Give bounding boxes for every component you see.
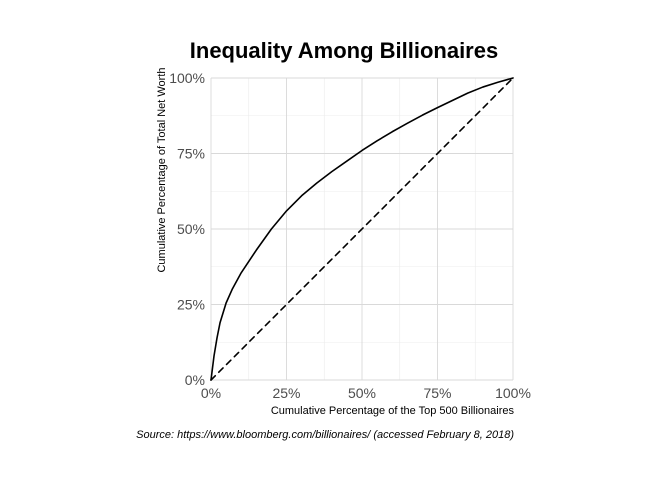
source-caption: Source: https://www.bloomberg.com/billio…	[136, 429, 514, 441]
y-tick-label: 75%	[177, 146, 205, 162]
y-axis-label: Cumulative Percentage of Total Net Worth	[156, 67, 168, 272]
x-tick-label: 25%	[272, 385, 300, 401]
x-tick-label: 50%	[348, 385, 376, 401]
y-tick-label: 25%	[177, 297, 205, 313]
chart-title: Inequality Among Billionaires	[190, 38, 498, 63]
x-tick-label: 100%	[495, 385, 531, 401]
x-tick-label: 75%	[423, 385, 451, 401]
equality-line	[210, 77, 514, 381]
y-tick-label: 0%	[185, 372, 205, 388]
x-axis-label: Cumulative Percentage of the Top 500 Bil…	[271, 405, 515, 417]
y-tick-label: 50%	[177, 221, 205, 237]
lorenz-curve-line	[210, 77, 514, 381]
x-tick-label: 0%	[201, 385, 221, 401]
series	[210, 77, 514, 381]
y-tick-label: 100%	[169, 70, 205, 86]
tick-labels: 0% 25% 50% 75% 100% 0% 25% 50% 75% 100%	[169, 70, 531, 401]
